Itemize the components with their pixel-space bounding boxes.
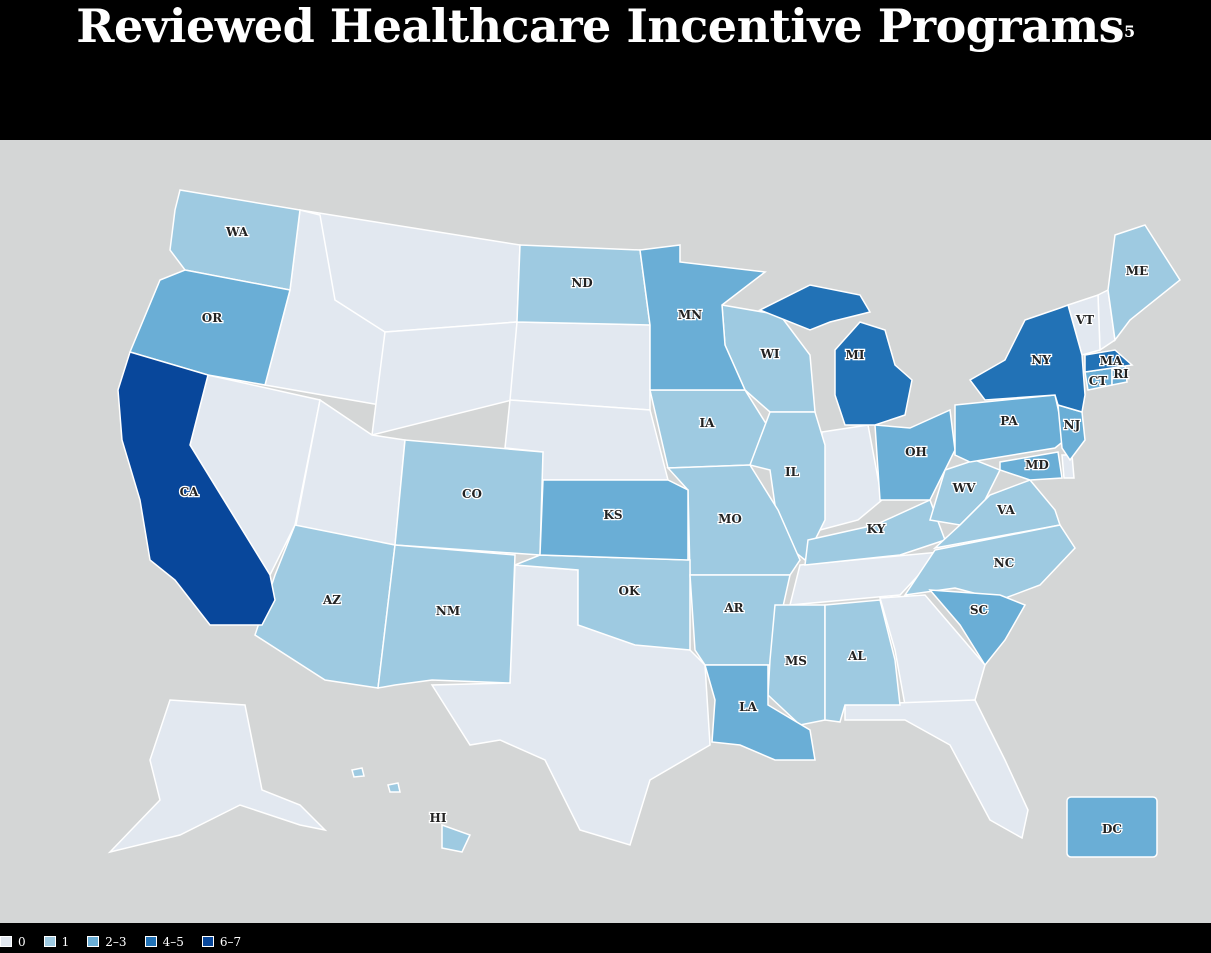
state-label-ct: CT [1089,374,1108,388]
us-map: WA OR CA ND MN WI MI IA IL CO KS MO KY OH PA NY VT ME MA CT… [0,140,1211,923]
state-ma[interactable] [1084,349,1134,373]
state-label-hi: HI [430,811,447,825]
state-mi-upper[interactable] [758,284,872,331]
state-ks[interactable] [539,479,689,561]
legend-item: 2–3 [87,934,127,949]
map-title: Reviewed Healthcare Incentive Programs5 [0,0,1211,140]
state-label-mi: MI [846,348,865,362]
state-label-la: LA [739,700,757,714]
state-label-ny: NY [1031,353,1051,367]
state-label-ok: OK [619,584,640,598]
state-label-dc: DC [1102,822,1122,836]
state-label-mn: MN [678,308,702,322]
state-label-ri: RI [1113,367,1129,381]
us-map-svg: WA OR CA ND MN WI MI IA IL CO KS MO KY OH PA NY VT ME MA CT… [107,189,1181,858]
state-label-wa: WA [225,225,249,239]
legend-swatch [43,936,56,947]
state-label-me: ME [1126,264,1148,278]
state-label-il: IL [785,465,800,479]
legend-item: 6–7 [201,934,242,949]
state-oh[interactable] [874,408,956,501]
title-text: Reviewed Healthcare Incentive Programs [76,0,1125,53]
legend-swatch [144,936,157,947]
state-label-wv: WV [952,481,976,495]
legend-swatch [201,936,214,947]
state-me[interactable] [1107,224,1181,342]
state-sd[interactable] [509,321,651,411]
title-footnote: 5 [1124,22,1135,41]
legend-swatch [0,936,12,947]
legend-label: 0 [18,934,26,949]
legend-item: 0 [0,935,26,949]
state-la[interactable] [704,664,816,761]
state-de[interactable] [1061,454,1075,479]
state-label-ks: KS [603,508,622,522]
state-label-or: OR [202,311,223,325]
state-in[interactable] [819,424,883,531]
state-fl[interactable] [844,699,1029,840]
legend-item: 1 [43,934,70,949]
state-mi[interactable] [834,321,913,426]
state-label-az: AZ [322,593,341,607]
state-ak[interactable] [107,699,328,854]
legend-item: 4–5 [144,934,184,949]
state-label-co: CO [462,487,482,501]
legend-label: 1 [61,934,70,949]
legend: 0 1 2–3 4–5 6–7 [0,930,241,953]
state-hi-3[interactable] [387,782,401,793]
state-label-nd: ND [571,276,592,290]
state-ca[interactable] [117,351,276,626]
state-label-al: AL [847,649,866,663]
state-label-mo: MO [718,512,742,526]
state-wy[interactable] [371,321,518,436]
state-label-nm: NM [436,604,460,618]
legend-label: 4–5 [162,934,184,949]
state-hi[interactable] [441,823,472,853]
state-dc-box[interactable] [1066,796,1158,858]
state-sc[interactable] [928,589,1027,667]
state-al[interactable] [824,599,901,723]
state-va[interactable] [932,479,1061,550]
state-label-ar: AR [723,601,744,615]
state-nj[interactable] [1057,403,1086,462]
state-label-vt: VT [1075,313,1094,327]
state-label-wi: WI [759,347,779,361]
state-label-oh: OH [905,445,927,459]
legend-label: 2–3 [105,934,127,949]
state-label-ms: MS [785,654,807,668]
state-label-ia: IA [700,416,716,430]
state-label-md: MD [1025,458,1049,472]
state-label-nj: NJ [1064,418,1081,432]
state-label-ma: MA [1100,354,1123,368]
legend-swatch [87,936,100,947]
state-label-ca: CA [180,485,200,499]
state-label-ky: KY [867,522,886,536]
state-label-sc: SC [970,603,988,617]
state-label-nc: NC [994,556,1015,570]
state-nm[interactable] [377,544,516,689]
state-ny[interactable] [968,304,1086,413]
state-pa[interactable] [954,394,1066,463]
legend-label: 6–7 [219,934,242,949]
state-nc[interactable] [903,524,1076,601]
state-md[interactable] [999,451,1063,481]
state-mn[interactable] [639,244,767,391]
state-label-va: VA [996,503,1015,517]
state-label-pa: PA [1000,414,1018,428]
state-hi-2[interactable] [351,767,365,778]
